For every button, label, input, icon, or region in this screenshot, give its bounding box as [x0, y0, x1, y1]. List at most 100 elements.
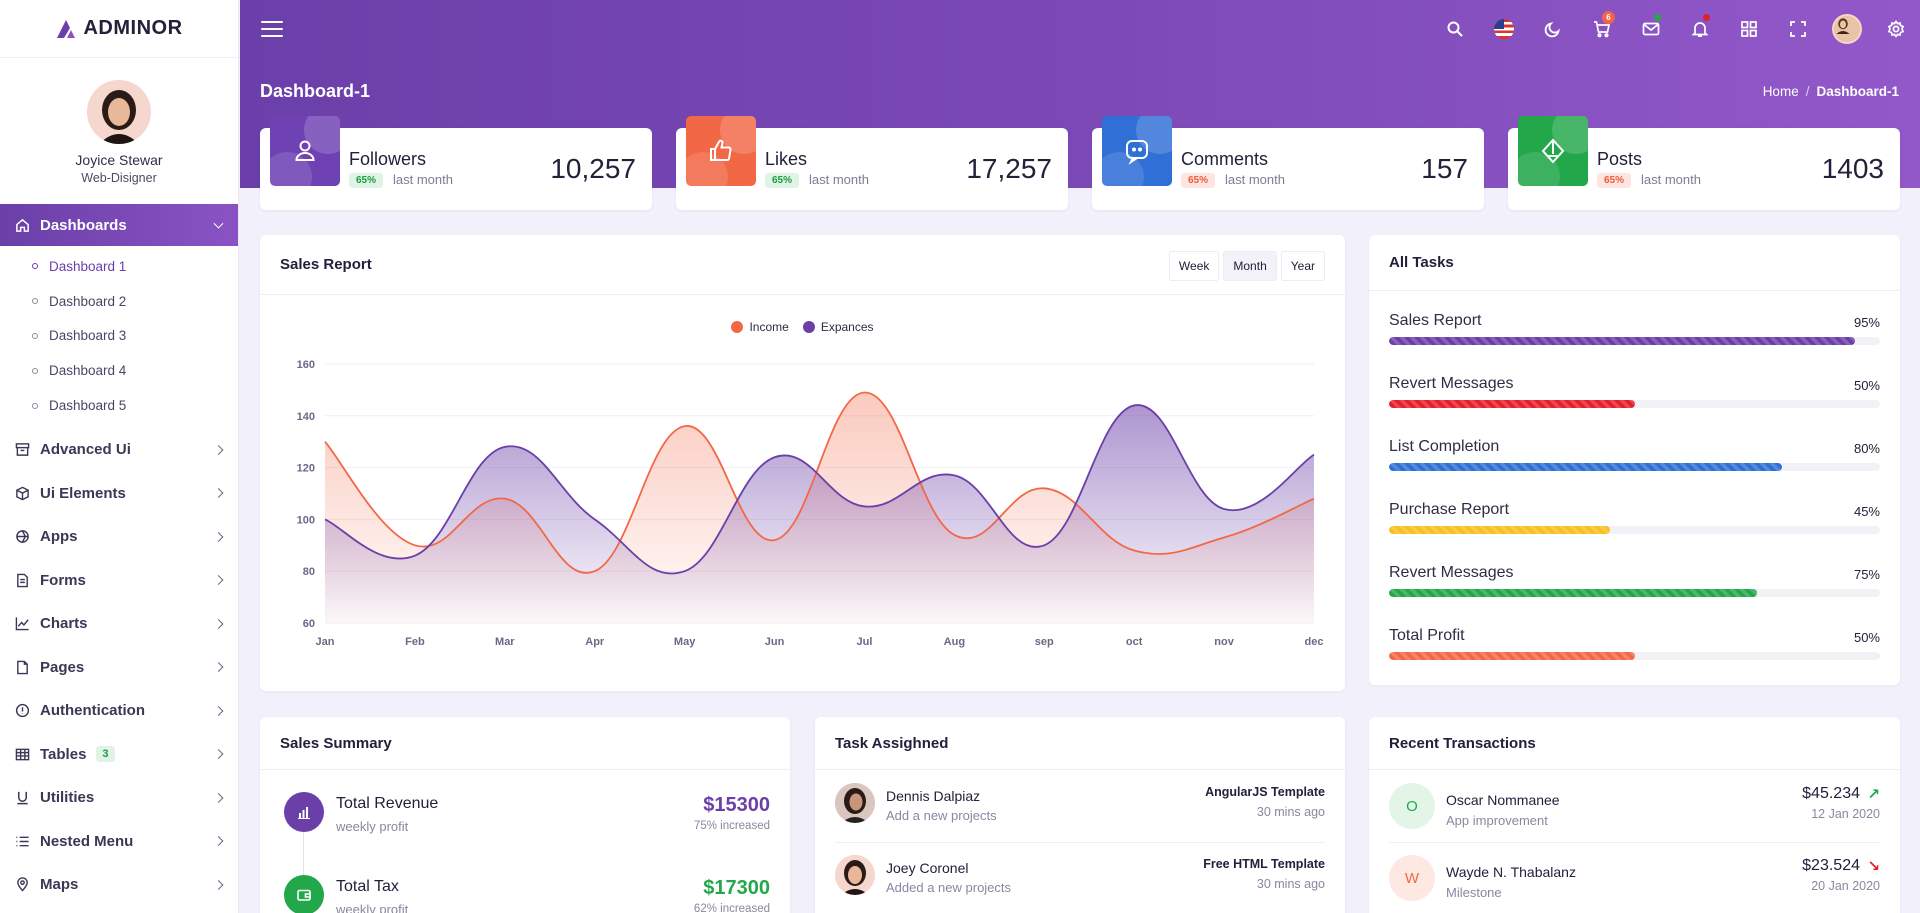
stat-subtext: last month	[809, 172, 869, 187]
progress-track	[1389, 589, 1880, 597]
stat-card-comments: Comments 65% last month 157	[1092, 116, 1484, 210]
chevron-right-icon	[213, 444, 224, 455]
notification-bell-icon[interactable]	[1675, 0, 1724, 58]
summary-value: $17300	[703, 877, 770, 899]
stat-label: Likes	[765, 149, 808, 169]
sidebar-item-forms[interactable]: Forms	[0, 558, 238, 602]
sales-report-header: Sales Report Week Month Year	[260, 235, 1345, 295]
assigned-item[interactable]: Dennis Dalpiaz Add a new projects Angula…	[835, 771, 1325, 843]
transaction-subtext: Milestone	[1446, 885, 1502, 900]
transaction-subtext: App improvement	[1446, 813, 1548, 828]
sidebar-item-label: Tables	[40, 745, 87, 763]
breadcrumb-home[interactable]: Home	[1762, 84, 1799, 99]
sidebar-item-tables[interactable]: Tables 3	[0, 732, 238, 776]
sales-report-title: Sales Report	[280, 256, 372, 273]
sidebar-item-charts[interactable]: Charts	[0, 602, 238, 646]
all-tasks-title: All Tasks	[1389, 254, 1454, 271]
sidebar-item-ui-elements[interactable]: Ui Elements	[0, 471, 238, 515]
sidebar-sub-dashboard-3[interactable]: Dashboard 3	[0, 319, 238, 354]
recent-transactions-header: Recent Transactions	[1369, 717, 1900, 770]
chevron-right-icon	[213, 618, 224, 629]
sidebar-sub-label: Dashboard 3	[49, 328, 127, 344]
period-toggle: Week Month Year	[1168, 251, 1325, 281]
x-tick-label: sep	[1035, 636, 1054, 648]
logo[interactable]: ADMINOR	[0, 0, 238, 58]
sidebar-item-advanced-ui[interactable]: Advanced Ui	[0, 428, 238, 472]
apps-grid-icon[interactable]	[1724, 0, 1773, 58]
sidebar-item-nested-menu[interactable]: Nested Menu	[0, 819, 238, 863]
dark-mode-icon[interactable]	[1528, 0, 1577, 58]
settings-gear-icon[interactable]	[1871, 0, 1920, 58]
sidebar-item-label: Dashboards	[40, 216, 127, 234]
stat-card-followers: Followers 65% last month 10,257	[260, 116, 652, 210]
stat-value: 17,257	[966, 153, 1052, 184]
x-tick-label: Jun	[765, 636, 785, 648]
legend-label: Expances	[820, 320, 874, 334]
bar-chart-icon	[284, 792, 324, 832]
sidebar-sub-dashboard-1[interactable]: Dashboard 1	[0, 249, 238, 284]
chart-legend: Income Expances	[260, 320, 1345, 334]
task-assigned-title: Task Assighned	[835, 734, 949, 752]
task-assigned-panel: Task Assighned Dennis Dalpiaz Add a new …	[815, 717, 1345, 913]
task-name: Revert Messages	[1389, 564, 1514, 581]
series-line-expances[interactable]	[324, 404, 1315, 575]
stat-percent-badge: 65%	[1597, 173, 1632, 188]
chevron-right-icon	[213, 792, 224, 803]
progress-track	[1389, 463, 1880, 471]
period-month-button[interactable]: Month	[1223, 251, 1277, 281]
all-tasks-panel: All Tasks Sales Report 95% Revert Messages…	[1369, 235, 1900, 685]
sidebar-sub-dashboard-4[interactable]: Dashboard 4	[0, 353, 238, 388]
transaction-name: Oscar Nommanee	[1446, 792, 1560, 808]
profile-avatar[interactable]	[87, 80, 151, 144]
language-flag-icon[interactable]	[1479, 0, 1528, 58]
task-percent: 50%	[1853, 378, 1880, 393]
legend-item-income[interactable]: Income	[731, 320, 789, 334]
stat-value: 10,257	[550, 153, 636, 184]
sidebar-item-authentication[interactable]: Authentication	[0, 689, 238, 733]
user-avatar[interactable]	[1822, 0, 1871, 58]
search-icon[interactable]	[1430, 0, 1479, 58]
progress-fill	[1389, 337, 1856, 345]
assignee-subtext: Add a new projects	[886, 808, 997, 823]
sidebar-item-utilities[interactable]: Utilities	[0, 776, 238, 820]
sidebar-item-apps[interactable]: Apps	[0, 515, 238, 559]
x-tick-label: Aug	[944, 636, 965, 648]
sidebar-item-maps[interactable]: Maps	[0, 863, 238, 907]
file-text-icon	[14, 572, 30, 588]
period-year-button[interactable]: Year	[1280, 251, 1325, 281]
transaction-item[interactable]: W Wayde N. Thabalanz Milestone $23.524 ↘…	[1389, 843, 1880, 913]
comment-icon	[1102, 116, 1172, 186]
mail-icon[interactable]	[1626, 0, 1675, 58]
assigned-time: 30 mins ago	[1256, 877, 1325, 891]
stat-value: 157	[1421, 153, 1468, 184]
sidebar-item-dashboards[interactable]: Dashboards	[0, 204, 238, 246]
task-name: Total Profit	[1389, 627, 1465, 644]
sidebar-sub-dashboard-2[interactable]: Dashboard 2	[0, 284, 238, 319]
assignee-name: Joey Coronel	[886, 860, 969, 876]
trend-up-icon: ↗	[1867, 786, 1880, 803]
chevron-right-icon	[213, 879, 224, 890]
series-line-income[interactable]	[324, 391, 1315, 574]
stat-card-posts: Posts 65% last month 1403	[1508, 116, 1900, 210]
series-area-expances	[325, 405, 1314, 623]
sidebar-item-pages[interactable]: Pages	[0, 645, 238, 689]
sidebar-item-label: Apps	[40, 528, 78, 546]
sidebar-sub-dashboard-5[interactable]: Dashboard 5	[0, 388, 238, 423]
home-icon	[14, 217, 30, 233]
chevron-right-icon	[213, 488, 224, 499]
progress-fill	[1389, 400, 1635, 408]
tables-count-badge: 3	[96, 746, 115, 763]
assigned-item[interactable]: Joey Coronel Added a new projects Free H…	[835, 843, 1325, 913]
sidebar-item-label: Nested Menu	[40, 832, 134, 850]
cart-icon[interactable]: 6	[1577, 0, 1626, 58]
stat-value: 1403	[1821, 153, 1884, 184]
period-week-button[interactable]: Week	[1168, 251, 1220, 281]
transaction-item[interactable]: O Oscar Nommanee App improvement $45.234…	[1389, 771, 1880, 843]
task-progress-item: List Completion 80%	[1389, 438, 1880, 478]
legend-item-expances[interactable]: Expances	[802, 320, 874, 334]
task-percent: 50%	[1853, 630, 1880, 645]
list-icon	[14, 833, 30, 849]
fullscreen-icon[interactable]	[1773, 0, 1822, 58]
notification-dot	[1703, 14, 1710, 21]
menu-toggle-icon[interactable]	[261, 21, 283, 37]
